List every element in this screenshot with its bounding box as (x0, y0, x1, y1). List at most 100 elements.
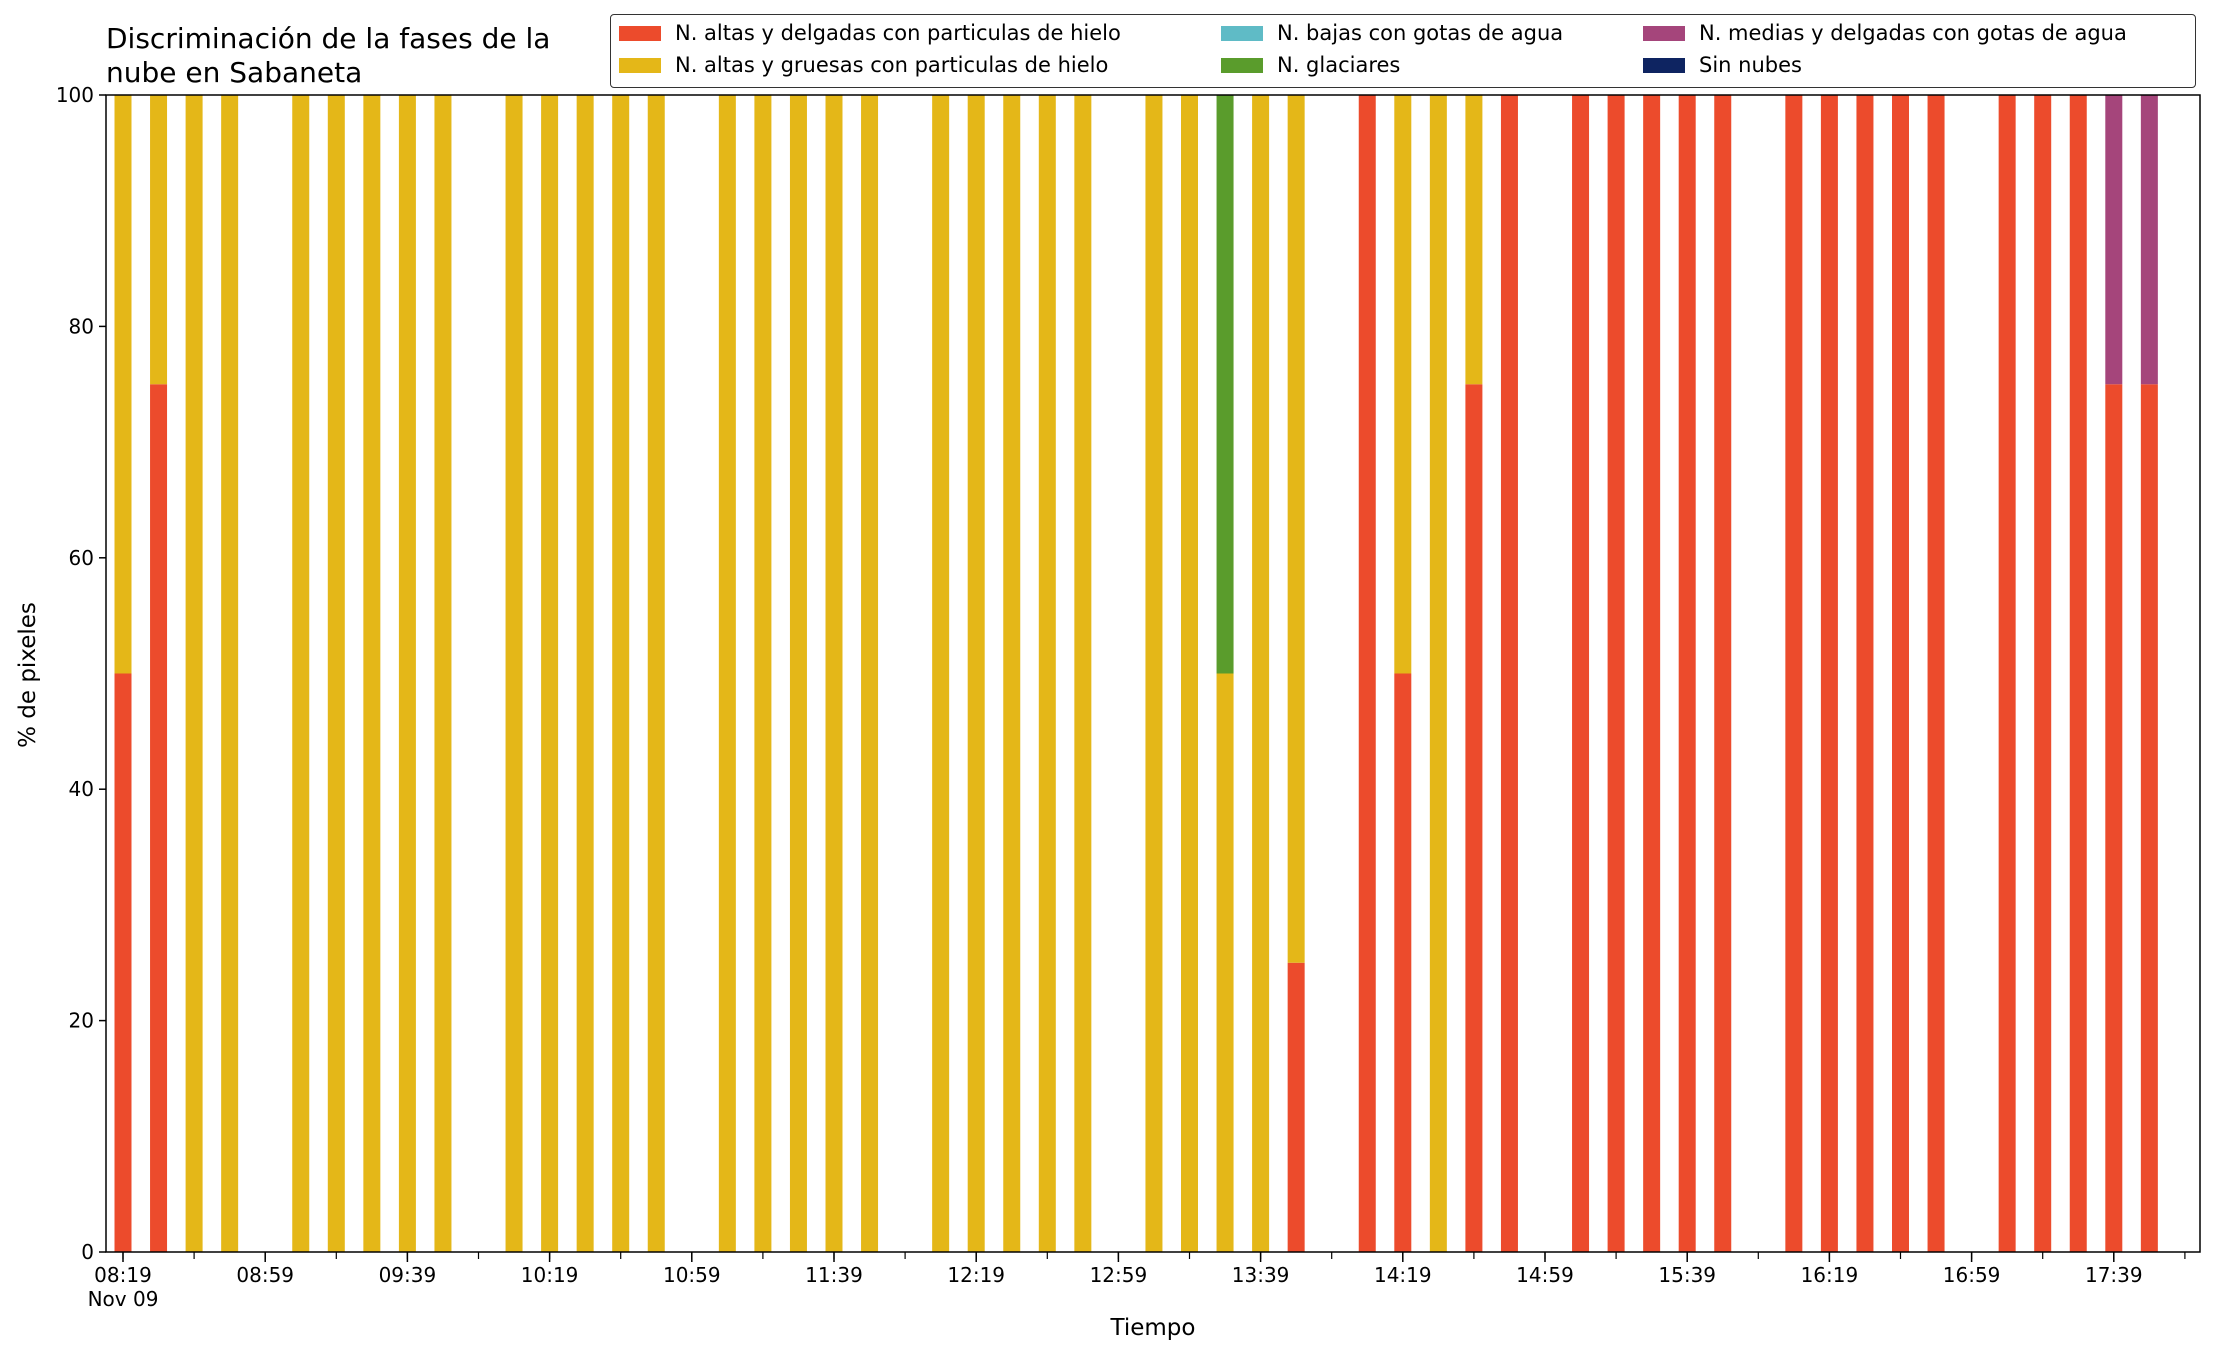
legend-item: N. altas y gruesas con particulas de hie… (619, 53, 1108, 77)
x-axis-label: Tiempo (1110, 1315, 1196, 1341)
bar-0829-series-0 (150, 384, 168, 1252)
bar-1619-series-0 (1820, 95, 1838, 1252)
legend-item: N. bajas con gotas de agua (1221, 21, 1563, 45)
chart-legend: N. altas y delgadas con particulas de hi… (610, 14, 2196, 88)
x-tick-label: 16:19 (1801, 1263, 1859, 1287)
bar-1629-series-0 (1856, 95, 1874, 1252)
bar-0829-series-1 (150, 95, 168, 385)
chart-title: Discriminación de la fases de la nube en… (106, 22, 550, 90)
bar-1609-series-0 (1785, 95, 1803, 1252)
bar-1749-series-4 (2140, 95, 2158, 385)
x-tick-label: 17:39 (2085, 1263, 2143, 1287)
y-tick-label: 80 (69, 314, 94, 338)
legend-label: Sin nubes (1699, 53, 1802, 77)
bar-1009-series-1 (505, 95, 523, 1252)
legend-item: N. altas y delgadas con particulas de hi… (619, 21, 1121, 45)
bar-1309-series-1 (1145, 95, 1163, 1252)
x-tick-label: 09:39 (379, 1263, 437, 1287)
bar-1049-series-1 (647, 95, 665, 1252)
legend-label: N. altas y gruesas con particulas de hie… (675, 53, 1109, 77)
bar-0919-series-1 (327, 95, 345, 1252)
x-tick-label: 12:59 (1090, 1263, 1148, 1287)
y-axis-label: % de pixeles (15, 602, 41, 748)
legend-item: N. glaciares (1221, 53, 1400, 77)
legend-item: N. medias y delgadas con gotas de agua (1643, 21, 2127, 45)
legend-swatch (1221, 25, 1263, 41)
bar-1749-series-0 (2140, 384, 2158, 1252)
x-tick-label: 16:59 (1943, 1263, 2001, 1287)
bar-1719-series-0 (2034, 95, 2052, 1252)
legend-item: Sin nubes (1643, 53, 1802, 77)
bar-1529-series-0 (1643, 95, 1661, 1252)
bar-1439-series-1 (1465, 95, 1483, 385)
bar-1209-series-1 (932, 95, 950, 1252)
bar-1149-series-1 (861, 95, 879, 1252)
bar-0839-series-1 (185, 95, 203, 1252)
bar-1739-series-4 (2105, 95, 2123, 385)
x-tick-label: 08:19 (94, 1263, 152, 1287)
bar-0849-series-1 (221, 95, 239, 1252)
bar-1429-series-1 (1429, 95, 1447, 1252)
bar-1039-series-1 (612, 95, 630, 1252)
bar-1649-series-0 (1927, 95, 1945, 1252)
legend-swatch (1221, 57, 1263, 73)
x-tick-label: 10:59 (663, 1263, 721, 1287)
y-tick-label: 60 (69, 546, 94, 570)
x-tick-label: 14:59 (1516, 1263, 1574, 1287)
bar-0819-series-0 (114, 673, 132, 1252)
bar-1639-series-0 (1892, 95, 1909, 1252)
bar-1329-series-3 (1216, 95, 1234, 674)
bar-1419-series-1 (1394, 95, 1412, 674)
bar-1109-series-1 (718, 95, 736, 1252)
bar-0939-series-1 (398, 95, 416, 1252)
x-tick-label: 14:19 (1374, 1263, 1432, 1287)
bar-1419-series-0 (1394, 673, 1412, 1252)
legend-label: N. medias y delgadas con gotas de agua (1699, 21, 2127, 45)
legend-label: N. bajas con gotas de agua (1277, 21, 1564, 45)
bar-1249-series-1 (1074, 95, 1092, 1252)
chart-title-line-1: Discriminación de la fases de la (106, 22, 551, 55)
y-tick-label: 0 (81, 1240, 94, 1264)
bar-1019-series-1 (541, 95, 559, 1252)
bar-1549-series-0 (1714, 95, 1732, 1252)
bar-1329-series-1 (1216, 673, 1234, 1252)
x-tick-label: 11:39 (805, 1263, 863, 1287)
legend-label: N. altas y delgadas con particulas de hi… (675, 21, 1121, 45)
legend-swatch (619, 57, 661, 73)
bar-1219-series-1 (967, 95, 985, 1252)
bar-1729-series-0 (2069, 95, 2087, 1252)
x-tick-label: 12:19 (947, 1263, 1005, 1287)
bar-0909-series-1 (292, 95, 310, 1252)
bar-1439-series-0 (1465, 384, 1483, 1252)
bar-0819-series-1 (114, 95, 132, 674)
bar-1539-series-0 (1678, 95, 1696, 1252)
bar-1229-series-1 (1003, 95, 1021, 1252)
bar-1509-series-0 (1572, 95, 1590, 1252)
legend-swatch (619, 25, 661, 41)
x-tick-label: 15:39 (1658, 1263, 1716, 1287)
legend-swatch (1643, 25, 1685, 41)
chart-title-line-2: nube en Sabaneta (106, 56, 363, 89)
bar-1029-series-1 (576, 95, 594, 1252)
bar-1409-series-0 (1358, 95, 1376, 1252)
bar-0929-series-1 (363, 95, 381, 1252)
bar-1129-series-1 (789, 95, 807, 1252)
bar-1139-series-1 (825, 95, 843, 1252)
y-tick-label: 20 (69, 1009, 94, 1033)
bar-0949-series-1 (434, 95, 452, 1252)
x-tick-label: 10:19 (521, 1263, 579, 1287)
bar-1519-series-0 (1607, 95, 1625, 1252)
x-tick-label: 08:59 (236, 1263, 294, 1287)
y-tick-label: 40 (69, 777, 94, 801)
plot-frame (105, 94, 2201, 1253)
bar-1449-series-0 (1500, 95, 1518, 1252)
x-date-label: Nov 09 (88, 1287, 159, 1311)
legend-swatch (1643, 57, 1685, 73)
bar-1119-series-1 (754, 95, 772, 1252)
bar-1239-series-1 (1038, 95, 1056, 1252)
legend-label: N. glaciares (1277, 53, 1401, 77)
bar-1339-series-1 (1252, 95, 1270, 1252)
y-tick-label: 100 (56, 83, 94, 107)
bar-1319-series-1 (1181, 95, 1198, 1252)
